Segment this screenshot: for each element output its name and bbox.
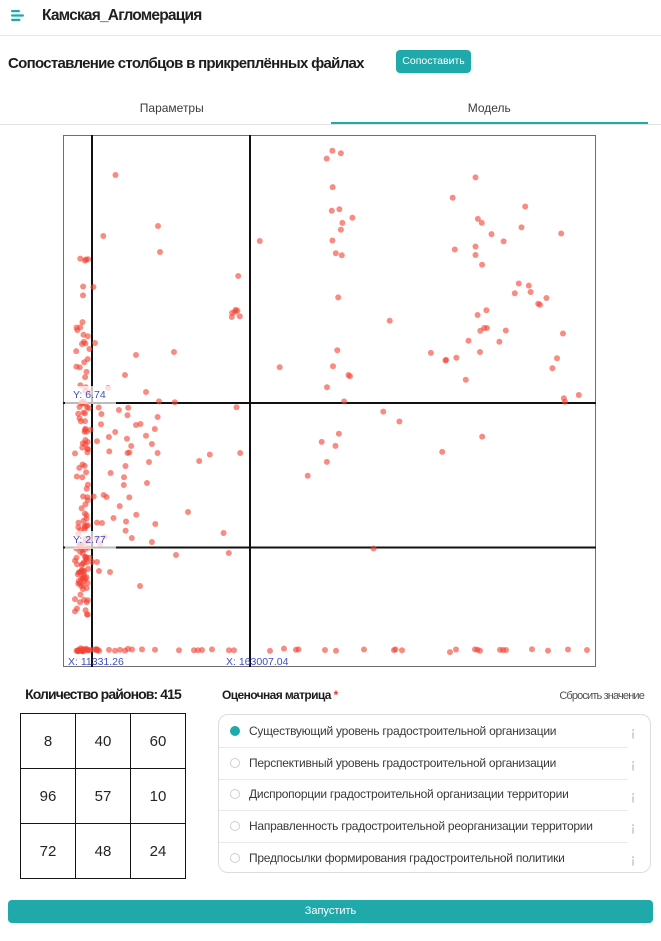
svg-text:X: 163007.04: X: 163007.04 xyxy=(226,656,289,667)
svg-text:Y: 2.77: Y: 2.77 xyxy=(73,534,106,546)
svg-text:Y: 6.74: Y: 6.74 xyxy=(73,389,106,401)
svg-text:X: 11331.26: X: 11331.26 xyxy=(68,656,124,667)
